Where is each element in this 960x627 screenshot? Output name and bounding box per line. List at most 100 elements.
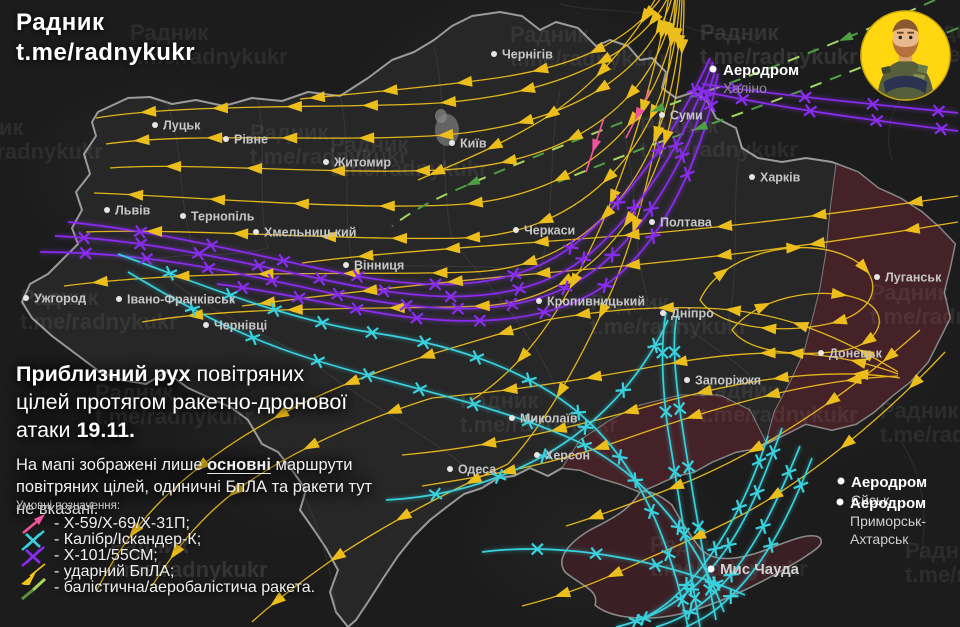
drone-arrow-marker xyxy=(657,302,674,314)
missile-x-marker xyxy=(557,280,573,296)
flight-routes xyxy=(39,0,959,627)
missile-x-marker xyxy=(377,283,392,298)
missile-x-marker xyxy=(412,381,428,397)
drone-arrow-marker xyxy=(772,371,790,383)
missile-x-marker xyxy=(627,472,644,489)
svg-text:t.me/radnykukr: t.me/radnykukr xyxy=(20,309,178,334)
missile-x-marker xyxy=(330,287,345,302)
missile-x-marker xyxy=(703,97,719,113)
missile-x-marker xyxy=(762,537,779,553)
legend-heading: Умовні позначення: xyxy=(16,500,121,512)
svg-text:Київ: Київ xyxy=(460,137,487,151)
missile-x-marker xyxy=(201,260,216,276)
drone-arrow-marker xyxy=(343,267,360,279)
missile-x-marker xyxy=(686,82,702,99)
svg-text:Львів: Львів xyxy=(115,204,151,218)
missile-x-marker xyxy=(521,372,537,388)
drone-arrow-marker xyxy=(553,169,571,182)
missile-x-marker xyxy=(866,97,880,111)
missile-x-marker xyxy=(576,437,593,453)
drone-arrow-marker xyxy=(501,383,518,395)
drone-arrow-marker xyxy=(497,324,515,336)
note-pre: На мапі зображені лише xyxy=(16,456,208,474)
drone-arrow-marker xyxy=(465,472,483,485)
drone-arrow-marker xyxy=(439,96,457,108)
svg-text:Рівне: Рівне xyxy=(234,133,268,147)
drone-arrow-marker xyxy=(609,188,621,206)
drone-arrow-marker xyxy=(658,23,670,41)
drone-arrow-marker xyxy=(500,153,518,165)
crimea-outline xyxy=(561,490,822,619)
missile-x-marker xyxy=(661,546,676,562)
svg-text:Аеродром: Аеродром xyxy=(851,474,927,491)
missile-x-marker xyxy=(511,281,527,297)
missile-x-marker xyxy=(473,314,487,328)
missile-x-marker xyxy=(314,315,330,330)
svg-text:Приморськ-: Приморськ- xyxy=(850,513,926,529)
svg-text:Житомир: Житомир xyxy=(333,156,391,170)
drone-arrow-marker xyxy=(516,347,532,363)
drone-arrow-marker xyxy=(443,242,461,254)
drone-arrow-marker xyxy=(824,392,841,406)
missile-x-marker xyxy=(597,277,614,294)
missile-x-marker xyxy=(428,278,442,291)
missile-x-marker xyxy=(530,542,544,556)
city-label: Львів xyxy=(104,204,151,218)
missile-x-marker xyxy=(265,273,280,288)
missile-x-marker xyxy=(267,302,283,318)
drone-arrow-marker xyxy=(550,422,568,433)
legend-label: - балістична/аеробалістича ракета. xyxy=(54,579,316,596)
missile-x-marker xyxy=(360,367,376,383)
missile-x-marker xyxy=(798,90,812,104)
drone-arrow-marker xyxy=(882,347,899,362)
svg-text:Радник: Радник xyxy=(460,388,539,413)
city-label: Луцьк xyxy=(152,119,201,133)
svg-text:t.me/radnykukr: t.me/radnykukr xyxy=(250,144,408,169)
city-label: Черкаси xyxy=(513,224,575,238)
missile-x-marker xyxy=(735,92,750,107)
missile-x-marker xyxy=(869,113,884,128)
drone-arrow-marker xyxy=(358,132,375,144)
missile-x-marker xyxy=(507,267,522,282)
drone-arrow-marker xyxy=(518,82,536,93)
missile-x-marker xyxy=(350,269,365,284)
missile-x-marker xyxy=(577,419,594,436)
drone-arrow-marker xyxy=(520,254,538,266)
x101-route-icon xyxy=(21,546,45,567)
missile-x-marker xyxy=(133,237,148,251)
kalibr-route-icon xyxy=(21,530,45,551)
missile-x-marker xyxy=(681,604,698,620)
drone-arrow-marker xyxy=(170,542,185,560)
kalibr-routes xyxy=(117,253,813,627)
svg-text:Харків: Харків xyxy=(760,171,801,185)
drone-arrow-marker xyxy=(840,434,856,449)
svg-text:Радник: Радник xyxy=(130,20,209,45)
drone-arrow-marker xyxy=(246,163,263,175)
city-label: Кропивницький xyxy=(536,295,645,309)
drone-arrow-marker xyxy=(391,232,408,244)
svg-text:Радник: Радник xyxy=(880,398,959,423)
drone-arrow-marker xyxy=(760,323,777,335)
city-label: Житомир xyxy=(323,156,391,170)
missile-x-marker xyxy=(681,459,696,474)
occupied-east xyxy=(765,163,956,443)
missile-x-marker xyxy=(643,201,659,217)
svg-text:Ужгород: Ужгород xyxy=(34,292,86,306)
city-label: Ужгород xyxy=(23,292,86,306)
drone-arrow-marker xyxy=(173,270,190,282)
missile-x-marker xyxy=(647,337,663,354)
channel-url: t.me/radnykukr xyxy=(16,39,196,66)
svg-text:Кропивницький: Кропивницький xyxy=(547,295,645,309)
drone-arrow-marker xyxy=(534,267,551,278)
city-label: Чернівці xyxy=(203,319,267,333)
missile-x-marker xyxy=(399,298,413,313)
map-legend: Умовні позначення: - Х-59/Х-69/Х-31П; - … xyxy=(16,500,316,601)
missile-x-marker xyxy=(615,382,632,399)
svg-text:t.me/radnykukr: t.me/radnykukr xyxy=(905,562,960,587)
missile-x-marker xyxy=(708,575,724,592)
drone-arrow-marker xyxy=(753,302,771,315)
drone-arrow-marker xyxy=(464,231,481,243)
airfield-labels-layer: АеродромХаліноАеродромЄйськАеродромПримо… xyxy=(709,62,927,547)
